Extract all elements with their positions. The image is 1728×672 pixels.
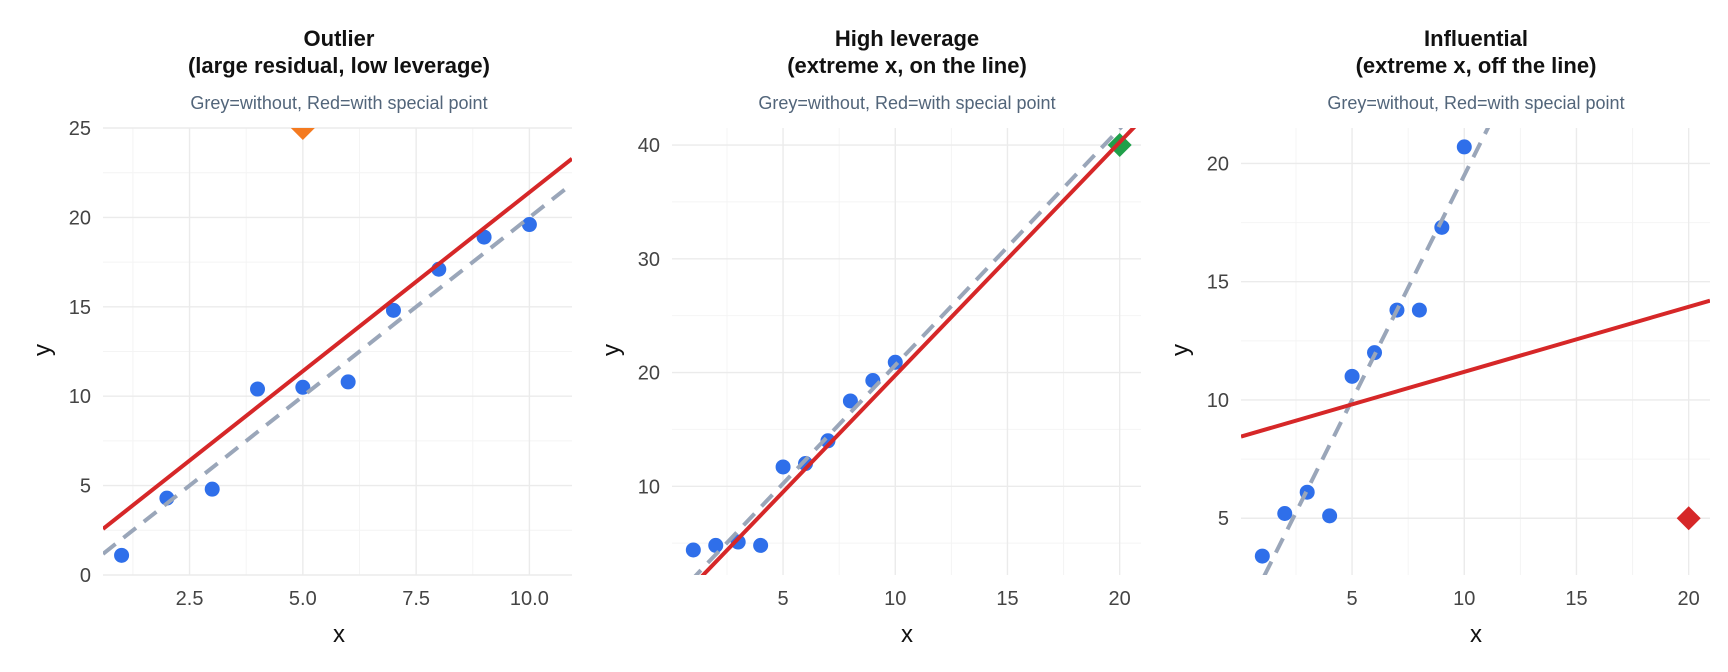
x-tick-label: 15	[996, 588, 1018, 610]
data-point	[887, 354, 903, 370]
plot-area: 2.5 5.0 7.5 10.0 0 5 10 15 20 25	[69, 118, 572, 610]
panel-title-line-1: High leverage	[835, 26, 979, 51]
plot-area: 5 10 15 20 10 20 30 40	[638, 128, 1141, 610]
x-tick-label: 7.5	[402, 588, 430, 610]
plot-area: 5 10 15 20 5 10 15 20	[1207, 128, 1710, 610]
data-point	[521, 217, 537, 233]
plot-marks	[685, 128, 1137, 575]
y-tick-label: 25	[69, 118, 91, 140]
x-axis-title: x	[333, 621, 345, 648]
data-point	[1344, 368, 1360, 384]
data-point	[1254, 548, 1270, 564]
x-tick-label: 5	[1347, 588, 1358, 610]
y-axis-title: y	[29, 344, 56, 356]
x-axis-title: x	[901, 621, 913, 648]
y-tick-label: 15	[1207, 272, 1229, 294]
y-tick-label: 5	[1218, 508, 1229, 530]
panel-title-line-2: (extreme x, on the line)	[787, 53, 1027, 78]
fit-line-without-special	[693, 128, 1124, 575]
x-axis-title: x	[1470, 621, 1482, 648]
plot-marks	[1241, 128, 1710, 575]
data-point	[340, 374, 356, 390]
plot-marks	[103, 128, 572, 563]
data-point	[1322, 508, 1338, 524]
x-tick-label: 10	[884, 588, 906, 610]
panel-title-line-1: Influential	[1424, 26, 1528, 51]
fit-line-without-special	[103, 182, 572, 556]
y-tick-label: 15	[69, 297, 91, 319]
data-point	[685, 542, 701, 558]
data-point	[250, 381, 266, 397]
y-tick-label: 10	[69, 386, 91, 408]
data-point	[1456, 139, 1472, 155]
y-tick-label: 20	[638, 363, 660, 385]
panel-subtitle: Grey=without, Red=with special point	[190, 93, 487, 113]
data-point	[842, 393, 858, 409]
fit-line-with-special	[103, 157, 572, 531]
data-point	[204, 481, 220, 497]
panel-high-leverage: High leverage (extreme x, on the line) G…	[598, 26, 1141, 648]
x-tick-label: 20	[1109, 588, 1131, 610]
panel-influential: Influential (extreme x, off the line) Gr…	[1167, 26, 1710, 648]
data-point	[820, 433, 836, 449]
x-tick-label: 20	[1678, 588, 1700, 610]
data-point	[730, 534, 746, 550]
fit-line-with-special	[1241, 298, 1710, 439]
special-point-diamond	[1676, 506, 1701, 531]
panel-outlier: Outlier (large residual, low leverage) G…	[29, 26, 572, 648]
y-tick-label: 0	[80, 565, 91, 587]
panel-subtitle: Grey=without, Red=with special point	[1327, 93, 1624, 113]
x-tick-label: 5.0	[289, 588, 317, 610]
data-point	[775, 459, 791, 475]
x-tick-label: 5	[778, 588, 789, 610]
x-tick-label: 10	[1453, 588, 1475, 610]
special-point-diamond	[290, 128, 315, 140]
data-point	[385, 302, 401, 318]
y-axis-title: y	[1167, 344, 1194, 356]
data-point	[1277, 506, 1293, 522]
y-tick-label: 20	[1207, 153, 1229, 175]
data-point	[114, 547, 130, 563]
x-tick-label: 10.0	[510, 588, 549, 610]
y-tick-label: 40	[638, 135, 660, 157]
x-tick-label: 15	[1565, 588, 1587, 610]
data-point	[1411, 302, 1427, 318]
panel-title-line-2: (extreme x, off the line)	[1356, 53, 1597, 78]
panel-title-line-2: (large residual, low leverage)	[188, 53, 490, 78]
y-tick-label: 5	[80, 476, 91, 498]
panel-subtitle: Grey=without, Red=with special point	[758, 93, 1055, 113]
data-point	[708, 537, 724, 553]
fit-line-without-special	[1262, 128, 1491, 575]
y-tick-label: 10	[638, 476, 660, 498]
x-tick-label: 2.5	[176, 588, 204, 610]
y-tick-label: 10	[1207, 390, 1229, 412]
y-axis-title: y	[598, 344, 625, 356]
data-point	[753, 537, 769, 553]
fit-line-with-special	[700, 128, 1137, 575]
y-tick-label: 20	[69, 207, 91, 229]
y-tick-label: 30	[638, 249, 660, 271]
panel-title-line-1: Outlier	[304, 26, 375, 51]
